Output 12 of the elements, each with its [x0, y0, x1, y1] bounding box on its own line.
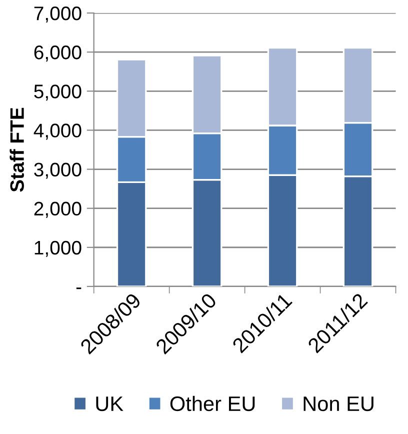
y-tick-label: 2,000: [34, 202, 82, 218]
y-tick-label: 3,000: [34, 162, 82, 179]
legend-label: Non EU: [304, 396, 374, 412]
legend-label: Other EU: [170, 396, 255, 412]
y-tick-label: -: [76, 288, 82, 290]
legend-label: UK: [96, 396, 124, 412]
y-tick-label: 7,000: [34, 6, 82, 23]
y-axis-title: Staff FTE: [10, 108, 24, 192]
y-tick-label: 1,000: [34, 240, 82, 257]
y-tick-label: 6,000: [34, 46, 82, 62]
y-tick-label: 5,000: [34, 84, 82, 101]
y-tick-label: 4,000: [34, 124, 82, 140]
